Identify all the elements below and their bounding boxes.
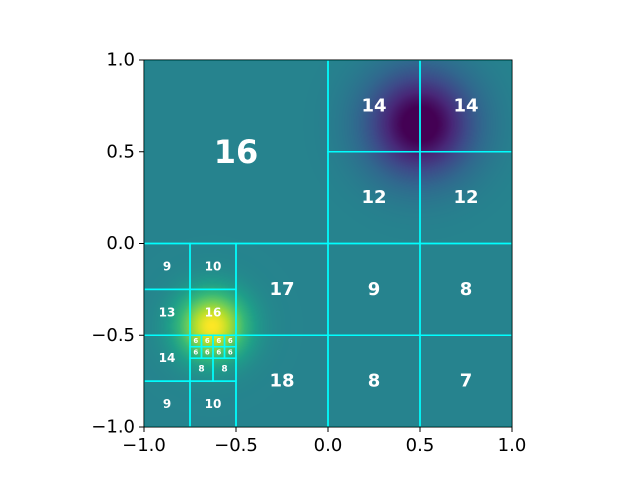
cell-label-25: 6 bbox=[205, 348, 210, 356]
cell-label-27: 6 bbox=[228, 348, 233, 356]
x-tick-label-1: −0.5 bbox=[214, 435, 258, 456]
cell-label-16: 9 bbox=[163, 397, 171, 411]
x-tick-label-2: 0.0 bbox=[314, 435, 343, 456]
cell-label-17: 10 bbox=[205, 397, 222, 411]
y-tick-label-1: −0.5 bbox=[91, 325, 135, 346]
mesh-cell-10 bbox=[419, 334, 512, 427]
y-tick-label-0: −1.0 bbox=[91, 417, 135, 438]
mesh-grid-lines bbox=[144, 60, 512, 427]
cell-label-22: 6 bbox=[216, 337, 221, 345]
cell-label-5: 17 bbox=[269, 279, 294, 300]
cell-label-15: 14 bbox=[159, 351, 176, 365]
cell-label-11: 9 bbox=[163, 259, 171, 273]
cell-label-3: 12 bbox=[361, 187, 386, 208]
x-tick-label-4: 1.0 bbox=[498, 435, 527, 456]
cell-label-2: 14 bbox=[453, 95, 478, 116]
x-tick-label-3: 0.5 bbox=[406, 435, 435, 456]
cell-label-23: 6 bbox=[228, 337, 233, 345]
cell-label-14: 16 bbox=[205, 305, 222, 319]
cell-label-9: 8 bbox=[368, 371, 381, 392]
cell-label-4: 12 bbox=[453, 187, 478, 208]
y-tick-label-3: 0.5 bbox=[106, 141, 135, 162]
cell-label-26: 6 bbox=[216, 348, 221, 356]
cell-label-19: 8 bbox=[221, 365, 227, 375]
cell-label-7: 8 bbox=[460, 279, 473, 300]
cell-label-10: 7 bbox=[460, 371, 473, 392]
cell-label-6: 9 bbox=[368, 279, 381, 300]
cell-label-12: 10 bbox=[205, 259, 222, 273]
x-tick-label-0: −1.0 bbox=[122, 435, 166, 456]
cell-label-1: 14 bbox=[361, 95, 386, 116]
cell-label-24: 6 bbox=[193, 348, 198, 356]
y-axis: −1.0 −0.5 0.0 0.5 1.0 bbox=[91, 50, 144, 438]
cell-label-0: 16 bbox=[214, 133, 259, 171]
mesh-cell-27 bbox=[223, 345, 237, 359]
y-tick-label-2: 0.0 bbox=[106, 233, 135, 254]
cell-label-20: 6 bbox=[193, 337, 198, 345]
cell-label-21: 6 bbox=[205, 337, 210, 345]
y-tick-label-4: 1.0 bbox=[106, 50, 135, 71]
cell-label-13: 13 bbox=[159, 305, 176, 319]
cell-label-8: 18 bbox=[269, 371, 294, 392]
x-axis: −1.0 −0.5 0.0 0.5 1.0 bbox=[122, 427, 526, 456]
cell-label-18: 8 bbox=[198, 365, 204, 375]
